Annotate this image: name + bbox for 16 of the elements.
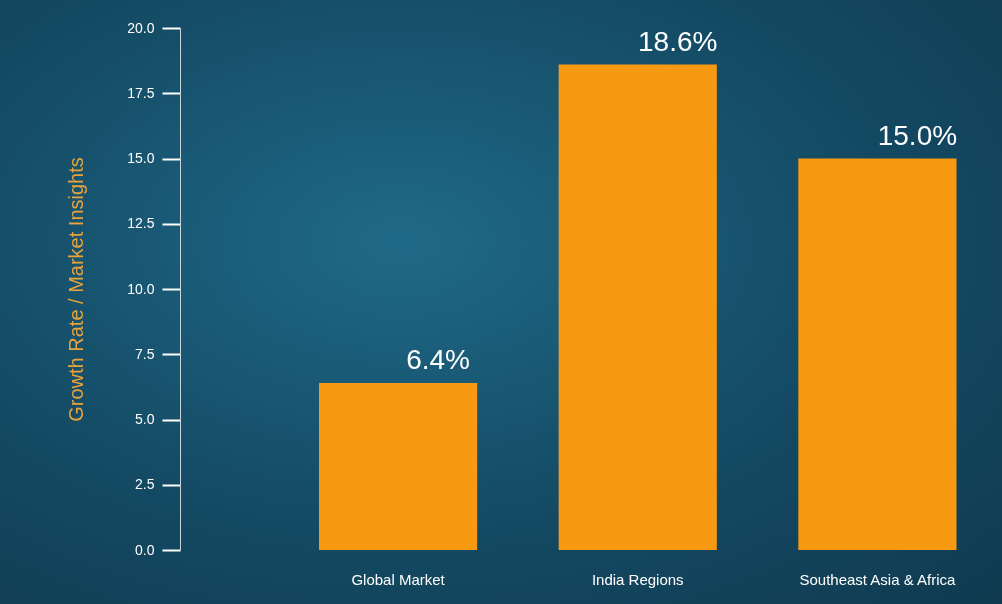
y-axis-title: Growth Rate / Market Insights [65, 157, 88, 422]
y-tick-label: 5.0 [135, 411, 155, 427]
data-label: 15.0% [877, 119, 958, 151]
y-tick-label: 0.0 [135, 541, 155, 558]
y-tick-label: 20.0 [127, 19, 155, 36]
y-tick-label: 10.0 [127, 280, 155, 297]
data-label: 18.6% [638, 25, 718, 57]
data-label: 6.4% [406, 343, 470, 375]
x-tick-label: Southeast Asia & Africa [799, 570, 957, 588]
y-tick-label: 7.5 [135, 345, 155, 362]
x-tick-label: Global Market [351, 570, 446, 588]
y-tick-label: 2.5 [135, 476, 155, 493]
y-tick-label: 12.5 [127, 215, 155, 232]
y-tick-label: 15.0 [127, 150, 155, 166]
x-tick-label: India Regions [591, 570, 684, 588]
y-tick-label: 17.5 [127, 84, 155, 101]
